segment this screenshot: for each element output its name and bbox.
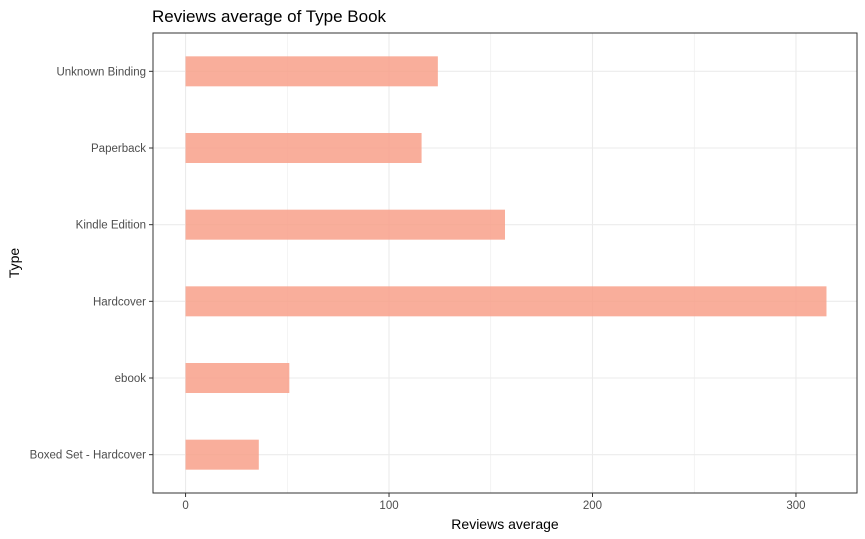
- chart-title: Reviews average of Type Book: [152, 7, 387, 26]
- y-tick-label: Hardcover: [93, 296, 146, 308]
- bar-kindle-edition: [185, 209, 505, 240]
- bar-unknown-binding: [185, 56, 438, 87]
- axis-ticks: Boxed Set - Hardcover ebook Hardcover Kindl…: [30, 66, 806, 512]
- bars: [185, 56, 827, 470]
- y-tick-label: Boxed Set - Hardcover: [30, 450, 147, 462]
- bar-hardcover: [185, 286, 827, 317]
- plot-panel-border: [152, 32, 858, 494]
- x-tick-label: 300: [786, 500, 805, 512]
- y-axis-title: Type: [6, 248, 22, 279]
- grid-lines: [153, 33, 857, 493]
- y-tick-label: Unknown Binding: [56, 66, 146, 78]
- y-tick-label: ebook: [115, 373, 147, 385]
- x-axis-title: Reviews average: [451, 516, 559, 532]
- x-tick-label: 100: [379, 500, 398, 512]
- bar-boxed-set-hardcover: [185, 439, 259, 470]
- y-tick-label: Kindle Edition: [76, 220, 146, 232]
- x-tick-label: 200: [583, 500, 602, 512]
- bar-paperback: [185, 133, 422, 163]
- x-tick-label: 0: [182, 500, 188, 512]
- y-tick-label: Paperback: [91, 143, 146, 155]
- bar-ebook: [185, 363, 290, 393]
